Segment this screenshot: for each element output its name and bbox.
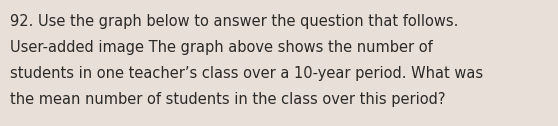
Text: students in one teacher’s class over a 10-year period. What was: students in one teacher’s class over a 1…	[10, 66, 483, 81]
Text: the mean number of students in the class over this period?: the mean number of students in the class…	[10, 92, 445, 107]
Text: 92. Use the graph below to answer the question that follows.: 92. Use the graph below to answer the qu…	[10, 14, 458, 29]
Text: User-added image The graph above shows the number of: User-added image The graph above shows t…	[10, 40, 433, 55]
